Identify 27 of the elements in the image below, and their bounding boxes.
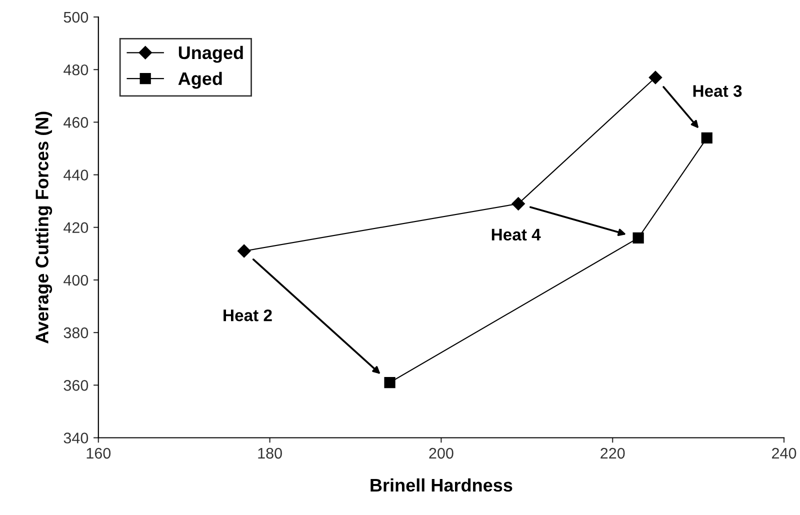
- annotation: Heat 3: [693, 85, 742, 97]
- x-tick-label: 240: [772, 448, 796, 459]
- point: [648, 70, 662, 84]
- y-tick-label: 380: [64, 327, 88, 338]
- y-tick-label: 360: [64, 380, 88, 391]
- point: [238, 244, 251, 258]
- x-axis-title: Brinell Hardness: [370, 478, 512, 492]
- point: [701, 132, 712, 144]
- y-tick-label: 440: [64, 170, 88, 180]
- y-tick-label: 400: [64, 274, 88, 286]
- x-tick-label: 220: [600, 448, 625, 459]
- annotation: Heat 2: [224, 309, 272, 322]
- legend-label: Aged: [178, 72, 222, 89]
- legend-label: Unaged: [178, 46, 243, 63]
- y-tick-label: 460: [64, 117, 88, 128]
- y-tick-label: 420: [64, 222, 88, 234]
- x-tick-label: 200: [429, 448, 454, 459]
- x-tick-label: 160: [86, 448, 111, 459]
- point: [512, 197, 525, 210]
- y-tick-label: 480: [64, 64, 88, 76]
- y-tick-label: 340: [64, 432, 88, 444]
- point: [384, 376, 396, 388]
- y-axis-title: Average Cutting Forces (N): [35, 112, 52, 344]
- y-tick-label: 500: [64, 12, 88, 23]
- point: [632, 232, 644, 244]
- x-tick-label: 180: [258, 448, 282, 459]
- annotation: Heat 4: [492, 228, 541, 241]
